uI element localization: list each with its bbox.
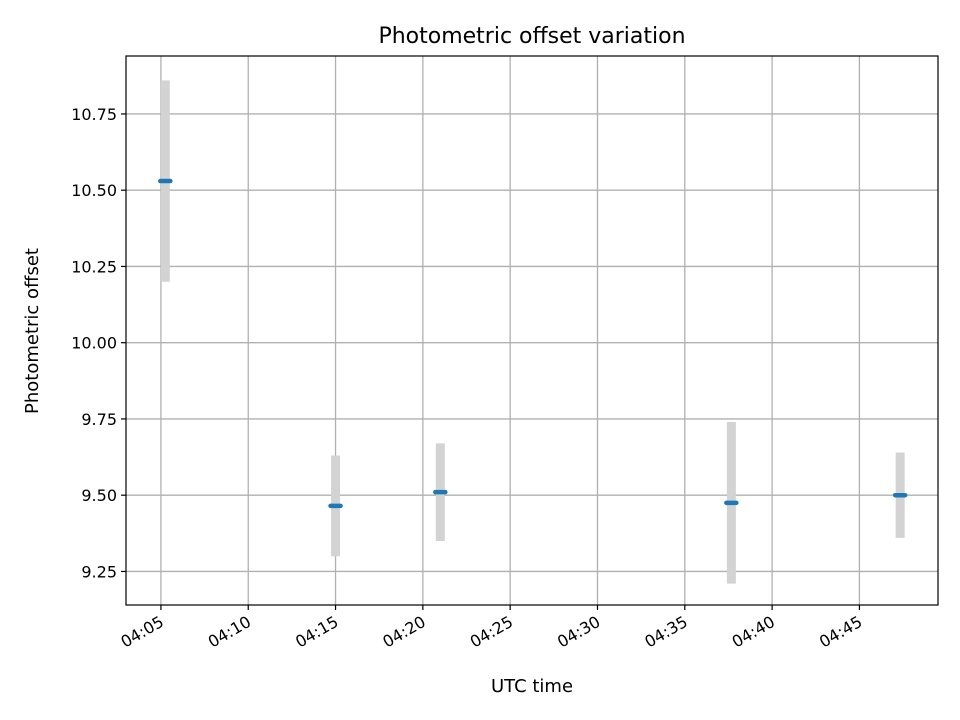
y-tick-label: 10.00	[71, 334, 117, 353]
x-axis-label: UTC time	[491, 676, 573, 697]
y-tick-label: 9.50	[81, 486, 117, 505]
grid	[126, 56, 938, 605]
plot-frame	[125, 55, 939, 606]
y-tick-label: 9.75	[81, 410, 117, 429]
chart-title: Photometric offset variation	[378, 24, 685, 49]
y-axis-ticks: 9.25 9.50 9.75 10.00 10.25 10.50 10.75	[71, 105, 126, 581]
y-tick-label: 9.25	[81, 562, 117, 581]
y-tick-label: 10.75	[71, 105, 117, 124]
y-tick-label: 10.25	[71, 257, 117, 276]
y-axis-label: Photometric offset	[22, 248, 43, 414]
data-markers	[158, 178, 908, 509]
y-tick-label: 10.50	[71, 181, 117, 200]
